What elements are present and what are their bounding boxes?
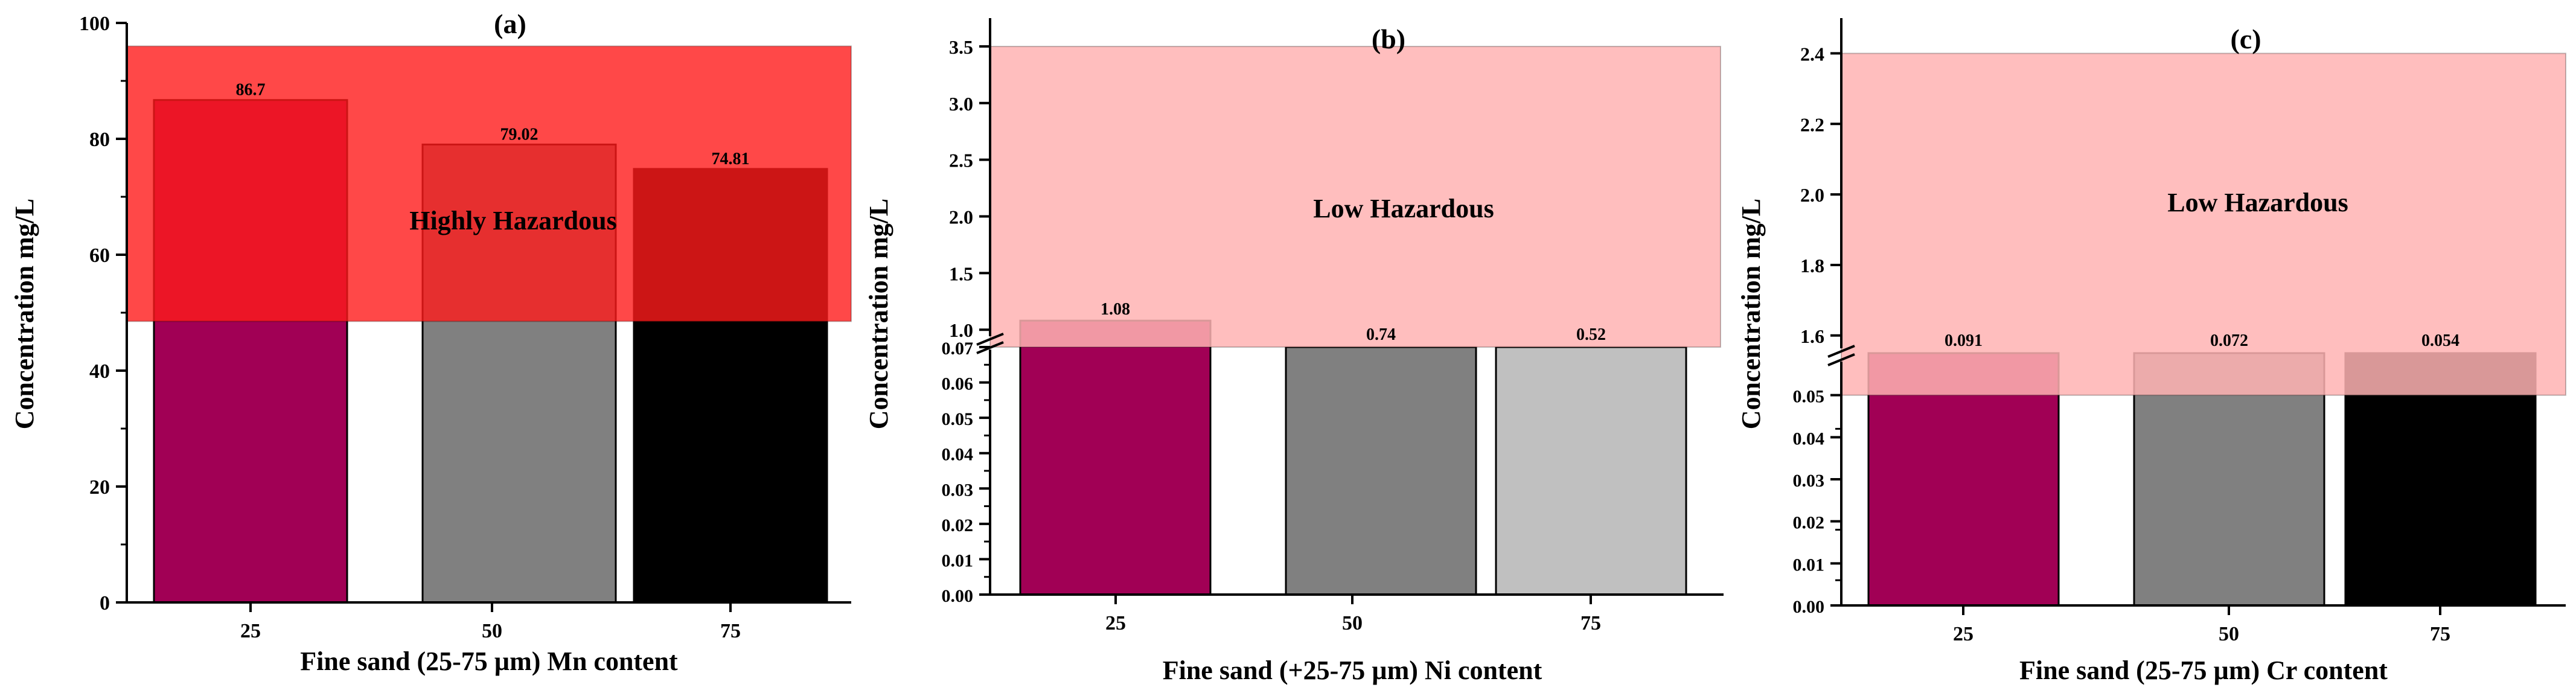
y-tick-label: 2.5 — [949, 150, 973, 171]
panel-title: (b) — [1372, 24, 1405, 54]
value-label: 74.81 — [712, 150, 750, 168]
value-label: 0.74 — [1366, 325, 1396, 344]
value-label: 86.7 — [236, 81, 266, 100]
y-tick-label: 0.06 — [942, 374, 974, 394]
bar-25 — [1867, 352, 2060, 607]
y-tick-label: 1.6 — [1800, 325, 1824, 347]
x-tick-label: 25 — [240, 620, 261, 642]
y-tick-label: 20 — [89, 476, 110, 499]
y-tick-label: 0.00 — [942, 586, 974, 606]
panel-title: (c) — [2230, 24, 2261, 54]
x-tick-label: 25 — [1105, 612, 1126, 634]
y-tick-label: 0.04 — [942, 445, 974, 465]
bar-75 — [2344, 352, 2537, 607]
value-label: 0.091 — [1945, 331, 1983, 350]
band-label: Low Hazardous — [2167, 188, 2348, 217]
bar-75 — [1495, 346, 1687, 596]
y-axis-label: Concentration mg/L — [10, 199, 39, 430]
y-tick-label: 0.01 — [1793, 555, 1825, 575]
y-tick-label: 0.07 — [942, 339, 974, 359]
y-tick-label: 0.03 — [942, 480, 974, 500]
hazard-band — [989, 45, 1721, 348]
y-axis-label-text: Concentration mg/L — [1736, 199, 1766, 430]
x-axis-label: Fine sand (+25-75 µm) Ni content — [1163, 656, 1542, 685]
band-label: Highly Hazardous — [409, 206, 617, 235]
y-axis-label: Concentration mg/L — [1736, 199, 1766, 430]
y-axis-label-text: Concentration mg/L — [864, 199, 893, 430]
x-axis-label: Fine sand (25-75 µm) Cr content — [2019, 656, 2388, 685]
axis-break-mark — [1827, 353, 1855, 366]
y-tick-label: 2.2 — [1800, 113, 1824, 135]
value-label: 79.02 — [500, 125, 539, 144]
x-tick-label: 75 — [720, 620, 741, 642]
value-label: 0.054 — [2421, 331, 2459, 350]
y-tick-label: 0 — [100, 592, 110, 614]
chart-panel-a: Highly Hazardous 86.7 79.02 74.81 0 20 40 60 80 1… — [10, 8, 852, 676]
y-tick-label: 3.0 — [949, 93, 973, 115]
x-tick-label: 75 — [1580, 612, 1601, 634]
x-axis-label: Fine sand (25-75 µm) Mn content — [300, 646, 678, 676]
y-tick-label: 0.05 — [1793, 387, 1825, 407]
chart-panel-c: Low Hazardous 0.091 0.072 0.054 1.6 1.8 2.0 2.2… — [1736, 18, 2566, 685]
axis-break-mark — [1827, 345, 1855, 358]
x-tick-label: 75 — [2430, 623, 2450, 645]
y-tick-label: 2.4 — [1800, 43, 1824, 65]
panel-title: (a) — [494, 8, 526, 39]
y-tick-label: 2.0 — [1800, 184, 1824, 206]
x-tick-label: 25 — [1953, 623, 1974, 645]
value-label: 0.52 — [1576, 325, 1606, 344]
y-tick-label: 0.03 — [1793, 471, 1825, 491]
hazard-band — [126, 45, 852, 322]
y-axis-label-text: Concentration mg/L — [10, 199, 39, 430]
x-tick-label: 50 — [1342, 612, 1363, 634]
y-tick-label: 0.02 — [942, 515, 974, 535]
y-tick-label: 60 — [89, 244, 110, 267]
y-tick-label: 1.8 — [1800, 255, 1824, 276]
axis-break-mark — [976, 341, 1004, 354]
y-tick-label: 3.5 — [949, 36, 973, 58]
y-tick-label: 80 — [89, 129, 110, 151]
chart-panel-b: Low Hazardous 1.08 0.74 0.52 1.0 1.5 2.0 2.5 3.0… — [864, 18, 1724, 685]
y-tick-label: 0.05 — [942, 409, 974, 429]
bar-50 — [1285, 346, 1477, 596]
y-tick-label: 0.00 — [1793, 597, 1825, 617]
value-label: 0.072 — [2210, 331, 2248, 350]
y-tick-label: 2.0 — [949, 206, 973, 228]
y-tick-label: 0.01 — [942, 551, 974, 570]
band-label: Low Hazardous — [1313, 194, 1494, 223]
x-tick-label: 50 — [482, 620, 502, 642]
bar-25 — [1019, 319, 1212, 596]
value-label: 1.08 — [1101, 300, 1130, 319]
y-tick-label: 0.02 — [1793, 513, 1825, 533]
y-axis-label: Concentration mg/L — [864, 199, 893, 430]
y-tick-label: 100 — [79, 13, 110, 35]
x-tick-label: 50 — [2219, 623, 2239, 645]
y-tick-label: 0.04 — [1793, 429, 1825, 448]
y-tick-label: 40 — [89, 360, 110, 383]
bar-50 — [2133, 352, 2325, 607]
hazard-band — [1841, 53, 2566, 396]
y-tick-label: 1.0 — [949, 319, 973, 341]
axis-break-mark — [976, 333, 1004, 346]
y-tick-label: 1.5 — [949, 263, 973, 284]
